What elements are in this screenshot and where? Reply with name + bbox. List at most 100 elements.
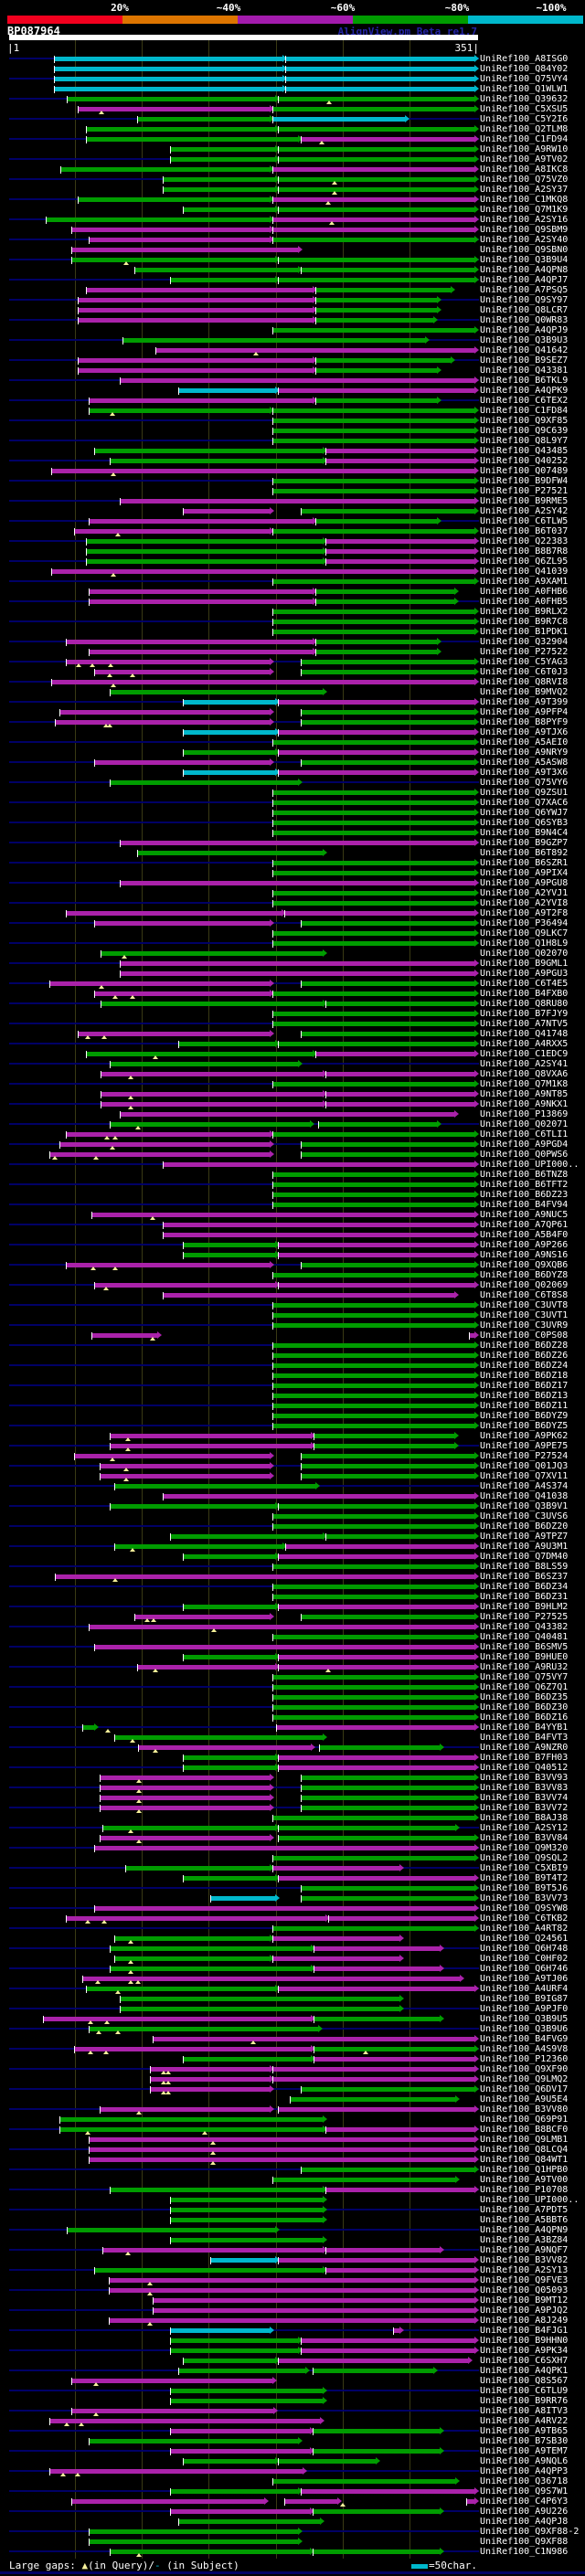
hit-label[interactable]: UniRef100_B4FVG9 [480, 2034, 569, 2044]
alignment-segment[interactable] [272, 871, 474, 875]
alignment-row[interactable]: UniRef100_B6T037 [0, 526, 585, 536]
alignment-row[interactable]: UniRef100_Q9LMQ2 [0, 2074, 585, 2084]
hit-label[interactable]: UniRef100_A9NQF7 [480, 2245, 569, 2255]
hit-label[interactable]: UniRef100_Q84WT1 [480, 2155, 569, 2165]
alignment-row[interactable]: UniRef100_A9T3X6 [0, 768, 585, 778]
alignment-row[interactable]: UniRef100_B8BCF0 [0, 2125, 585, 2135]
alignment-row[interactable]: UniRef100_A9TJ06 [0, 1974, 585, 1984]
hit-label[interactable]: UniRef100_A9TEM7 [480, 2446, 569, 2456]
alignment-row[interactable]: UniRef100_Q24561 [0, 1934, 585, 1944]
alignment-row[interactable]: UniRef100_B6DYZ9 [0, 1411, 585, 1421]
alignment-row[interactable]: UniRef100_A7QP61 [0, 1220, 585, 1230]
alignment-row[interactable]: UniRef100_Q69P91 [0, 2115, 585, 2125]
alignment-segment[interactable] [68, 2228, 275, 2232]
alignment-segment[interactable] [278, 177, 474, 182]
alignment-segment[interactable] [79, 107, 270, 111]
alignment-segment[interactable] [272, 811, 474, 815]
alignment-segment[interactable] [301, 1776, 474, 1780]
alignment-row[interactable]: UniRef100_A8ITV3 [0, 2406, 585, 2416]
hit-label[interactable]: UniRef100_C1N986 [480, 2547, 569, 2557]
alignment-segment[interactable] [54, 67, 283, 71]
alignment-segment[interactable] [315, 298, 437, 302]
alignment-segment[interactable] [171, 147, 275, 152]
alignment-segment[interactable] [111, 1434, 312, 1438]
hit-label[interactable]: UniRef100_A4QPN9 [480, 2225, 569, 2235]
alignment-row[interactable]: UniRef100_Q9ZSU1 [0, 788, 585, 798]
alignment-row[interactable]: UniRef100_A9NUC5 [0, 1210, 585, 1220]
alignment-row[interactable]: UniRef100_P36494 [0, 918, 585, 928]
alignment-segment[interactable] [67, 660, 270, 664]
alignment-row[interactable]: UniRef100_A9NS16 [0, 1250, 585, 1260]
alignment-row[interactable]: UniRef100_A9PFP4 [0, 707, 585, 717]
alignment-row[interactable]: UniRef100_Q9M320 [0, 1843, 585, 1853]
alignment-row[interactable]: UniRef100_Q7M1K9 [0, 205, 585, 215]
hit-label[interactable]: UniRef100_A9PFP4 [480, 707, 569, 717]
alignment-row[interactable]: UniRef100_B3VV73 [0, 1893, 585, 1903]
alignment-segment[interactable] [326, 539, 474, 544]
alignment-segment[interactable] [290, 2097, 456, 2102]
hit-label[interactable]: UniRef100_A7QP61 [480, 1220, 569, 1230]
alignment-row[interactable]: UniRef100_A9PJF0 [0, 2004, 585, 2014]
alignment-row[interactable]: UniRef100_A4QPJ9 [0, 325, 585, 335]
hit-label[interactable]: UniRef100_Q9LKC7 [480, 928, 569, 938]
alignment-row[interactable]: UniRef100_C3UVT1 [0, 1310, 585, 1320]
alignment-row[interactable]: UniRef100_B9N4C4 [0, 828, 585, 838]
hit-label[interactable]: UniRef100_A9TB65 [480, 2426, 569, 2436]
alignment-row[interactable]: UniRef100_B9R7C8 [0, 617, 585, 627]
hit-label[interactable]: UniRef100_Q9XF85 [480, 416, 569, 426]
hit-label[interactable]: UniRef100_A0FHB6 [480, 587, 569, 597]
hit-label[interactable]: UniRef100_Q22383 [480, 536, 569, 546]
alignment-row[interactable]: UniRef100_Q84Y02 [0, 64, 585, 74]
alignment-row[interactable]: UniRef100_B6DZ20 [0, 1521, 585, 1532]
hit-label[interactable]: UniRef100_A8ITV3 [480, 2406, 569, 2416]
alignment-segment[interactable] [278, 1655, 474, 1659]
alignment-segment[interactable] [111, 780, 298, 785]
hit-label[interactable]: UniRef100_C3UVT1 [480, 1310, 569, 1320]
hit-label[interactable]: UniRef100_Q9C639 [480, 426, 569, 436]
alignment-row[interactable]: UniRef100_A0FHB6 [0, 587, 585, 597]
alignment-segment[interactable] [277, 1725, 474, 1730]
alignment-segment[interactable] [79, 318, 313, 323]
alignment-segment[interactable] [101, 951, 324, 956]
alignment-segment[interactable] [272, 1022, 474, 1026]
hit-label[interactable]: UniRef100_A9TJ06 [480, 1974, 569, 1984]
alignment-segment[interactable] [286, 67, 474, 71]
alignment-segment[interactable] [101, 1092, 324, 1097]
hit-label[interactable]: UniRef100_A9PGU3 [480, 969, 569, 979]
alignment-segment[interactable] [79, 1032, 270, 1036]
alignment-segment[interactable] [301, 981, 474, 986]
alignment-row[interactable]: UniRef100_Q84WT1 [0, 2155, 585, 2165]
alignment-segment[interactable] [101, 1072, 324, 1076]
alignment-segment[interactable] [94, 760, 270, 765]
hit-label[interactable]: UniRef100_Q7DM40 [480, 1552, 569, 1562]
alignment-row[interactable]: UniRef100_Q6Z7Q1 [0, 1682, 585, 1692]
alignment-row[interactable]: UniRef100_Q6H746 [0, 1964, 585, 1974]
hit-label[interactable]: UniRef100_A3BZ84 [480, 2235, 569, 2245]
alignment-row[interactable]: UniRef100_B6DZ30 [0, 1702, 585, 1712]
alignment-segment[interactable] [326, 1534, 474, 1539]
alignment-segment[interactable] [163, 177, 275, 182]
alignment-segment[interactable] [272, 1695, 474, 1700]
alignment-row[interactable]: UniRef100_Q9XF90 [0, 2064, 585, 2074]
alignment-segment[interactable] [94, 1906, 474, 1911]
alignment-row[interactable]: UniRef100_C6TEX2 [0, 396, 585, 406]
alignment-row[interactable]: UniRef100_A9NZR0 [0, 1743, 585, 1753]
hit-label[interactable]: UniRef100_A4QPK1 [480, 2366, 569, 2376]
alignment-segment[interactable] [171, 2208, 324, 2212]
hit-label[interactable]: UniRef100_A9NRY9 [480, 747, 569, 758]
alignment-row[interactable]: UniRef100_C1MKQ8 [0, 195, 585, 205]
alignment-row[interactable]: UniRef100_B4FVG9 [0, 2034, 585, 2044]
alignment-segment[interactable] [111, 1504, 275, 1509]
hit-label[interactable]: UniRef100_C3UVS6 [480, 1511, 569, 1521]
alignment-segment[interactable] [272, 821, 474, 825]
alignment-row[interactable]: UniRef100_UPI000.. [0, 2195, 585, 2205]
alignment-segment[interactable] [74, 529, 270, 534]
alignment-row[interactable]: UniRef100_Q9SY97 [0, 295, 585, 305]
alignment-segment[interactable] [67, 911, 282, 916]
alignment-segment[interactable] [120, 881, 474, 885]
alignment-segment[interactable] [326, 1102, 474, 1107]
alignment-segment[interactable] [313, 2449, 440, 2454]
hit-label[interactable]: UniRef100_Q1H8L9 [480, 938, 569, 949]
alignment-segment[interactable] [67, 1263, 270, 1267]
hit-label[interactable]: UniRef100_B6DZ11 [480, 1401, 569, 1411]
